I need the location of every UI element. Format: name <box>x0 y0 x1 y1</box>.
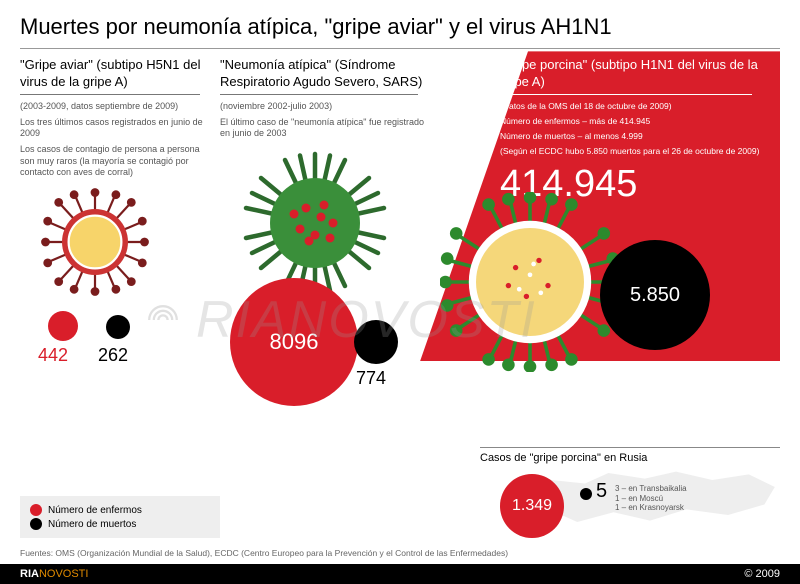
column-h1n1: "Gripe porcina" (subtipo H1N1 del virus … <box>440 51 780 451</box>
russia-dead-value: 5 <box>596 480 607 503</box>
col2-dead-bubble <box>354 320 398 364</box>
legend-dead-dot <box>30 518 42 530</box>
russia-block: Casos de "gripe porcina" en Rusia 1.349 … <box>480 447 780 538</box>
russia-breakdown: 3 – en Transbaikalia 1 – en Moscú 1 – en… <box>615 484 687 513</box>
col1-note-2: Los casos de contagio de persona a perso… <box>20 144 220 179</box>
col2-note-1: El último caso de "neumonía atípica" fue… <box>220 117 440 140</box>
virus-h5n1-icon <box>40 187 150 297</box>
col3-note-2: Número de muertos – al menos 4.999 <box>500 131 780 142</box>
col3-dead-bubble: 5.850 <box>600 240 710 350</box>
virus-sars-icon <box>240 148 390 298</box>
col2-sick-bubble: 8096 <box>230 278 358 406</box>
title-divider <box>20 48 780 49</box>
col2-note-0: (noviembre 2002-julio 2003) <box>220 101 440 113</box>
russia-bd-2: 1 – en Krasnoyarsk <box>615 503 687 513</box>
col3-note-0: (Datos de la OMS del 18 de octubre de 20… <box>500 101 780 112</box>
col2-title: "Neumonía atípica" (Síndrome Respiratori… <box>220 51 440 94</box>
column-sars: "Neumonía atípica" (Síndrome Respiratori… <box>220 51 440 451</box>
col2-virus-area: 8096 774 <box>220 148 440 408</box>
footer-bar: RIANOVOSTI © 2009 <box>0 564 800 584</box>
col1-dead-bubble <box>106 315 130 339</box>
footer-brand-suffix: NOVOSTI <box>39 568 89 580</box>
col2-dead-value: 774 <box>356 368 386 389</box>
russia-dead-bubble <box>580 488 592 500</box>
col2-underline <box>220 94 418 95</box>
column-h5n1: "Gripe aviar" (subtipo H5N1 del virus de… <box>20 51 220 451</box>
sources-line: Fuentes: OMS (Organización Mundial de la… <box>20 548 508 558</box>
col3-note-3: (Según el ECDC hubo 5.850 muertos para e… <box>500 146 780 157</box>
col1-dead-value: 262 <box>98 345 128 366</box>
russia-bd-1: 1 – en Moscú <box>615 494 687 504</box>
legend-sick-row: Número de enfermos <box>30 504 210 516</box>
legend-dead-row: Número de muertos <box>30 518 210 530</box>
col1-note-1: Los tres últimos casos registrados en ju… <box>20 117 220 140</box>
legend-box: Número de enfermos Número de muertos <box>20 496 220 538</box>
russia-title: Casos de "gripe porcina" en Rusia <box>480 447 780 464</box>
col3-underline <box>500 94 752 95</box>
col1-title: "Gripe aviar" (subtipo H5N1 del virus de… <box>20 51 220 94</box>
russia-sick-value: 1.349 <box>512 497 552 515</box>
footer-brand: RIANOVOSTI <box>20 568 88 580</box>
col1-sick-bubble <box>48 311 78 341</box>
russia-sick-bubble: 1.349 <box>500 474 564 538</box>
columns-container: "Gripe aviar" (subtipo H5N1 del virus de… <box>0 51 800 451</box>
legend-sick-label: Número de enfermos <box>48 505 142 516</box>
footer-brand-prefix: RIA <box>20 568 39 580</box>
col3-dead-value: 5.850 <box>630 284 680 307</box>
col3-title: "Gripe porcina" (subtipo H1N1 del virus … <box>500 51 780 94</box>
footer-year: © 2009 <box>744 568 780 580</box>
col1-virus-area: 442 262 <box>20 187 220 367</box>
russia-bd-0: 3 – en Transbaikalia <box>615 484 687 494</box>
russia-map-area: 1.349 5 3 – en Transbaikalia 1 – en Mosc… <box>480 468 780 538</box>
col3-note-1: Número de enfermos – más de 414.945 <box>500 116 780 127</box>
col1-note-0: (2003-2009, datos septiembre de 2009) <box>20 101 220 113</box>
col2-sick-value: 8096 <box>270 329 319 355</box>
legend-sick-dot <box>30 504 42 516</box>
virus-h1n1-icon <box>440 192 620 372</box>
col1-sick-value: 442 <box>38 345 68 366</box>
col1-underline <box>20 94 200 95</box>
col3-virus-area: 5.850 <box>440 202 780 392</box>
legend-dead-label: Número de muertos <box>48 519 136 530</box>
page-title: Muertes por neumonía atípica, "gripe avi… <box>0 0 800 48</box>
